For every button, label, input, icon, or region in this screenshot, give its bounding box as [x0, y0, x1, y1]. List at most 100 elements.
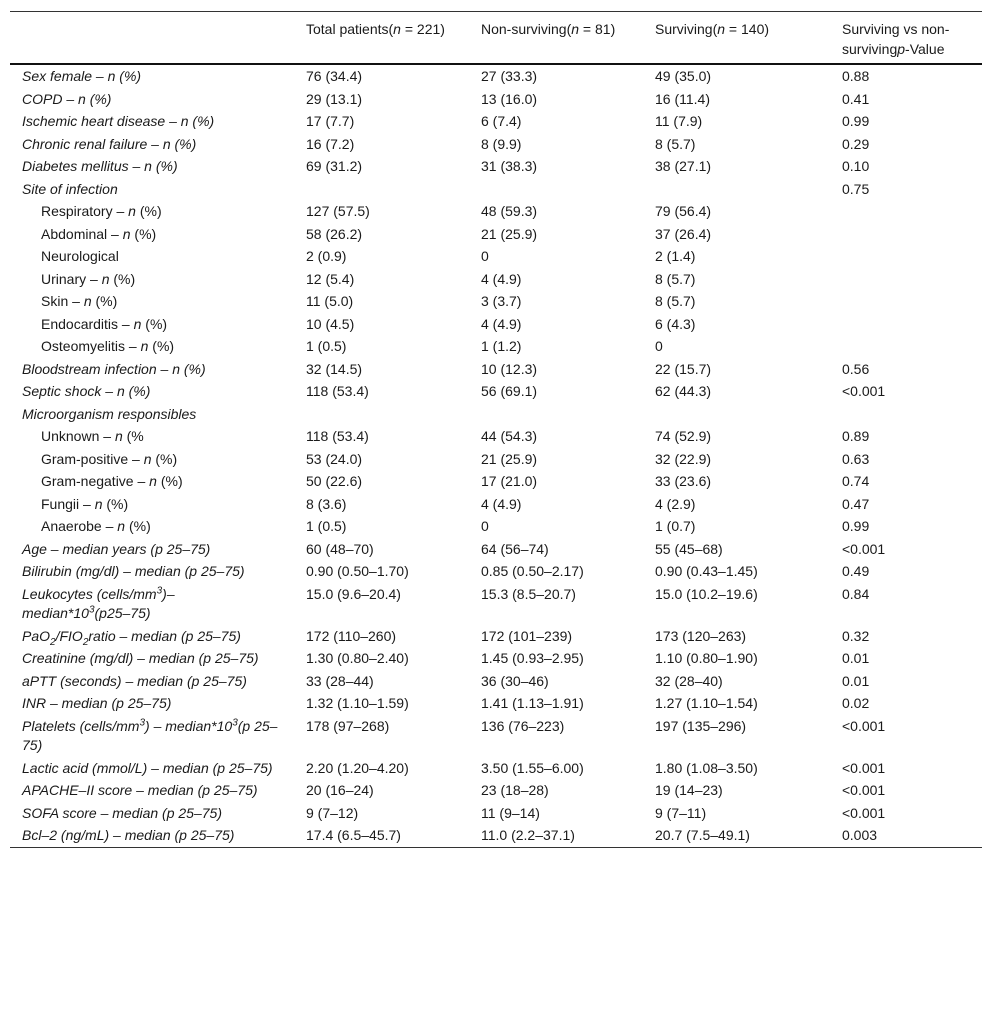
- row-label: SOFA score – median (p 25–75): [10, 802, 306, 825]
- row-label: Age – median years (p 25–75): [10, 538, 306, 561]
- text-segment: = 81): [579, 21, 616, 37]
- p-value-cell: <0.001: [842, 759, 886, 776]
- row-label: Lactic acid (mmol/L) – median (p 25–75): [10, 757, 306, 780]
- text-segment: n: [128, 203, 136, 219]
- text-segment: Osteomyelitis –: [41, 338, 141, 354]
- p-value-cell: <0.001: [842, 383, 886, 399]
- text-segment: Non-surviving(: [481, 21, 572, 37]
- row-label: Bilirubin (mg/dl) – median (p 25–75): [10, 560, 306, 583]
- text-segment: aPTT (seconds) – median (p 25–75): [22, 672, 247, 689]
- table-row: Creatinine (mg/dl) – median (p 25–75) 1.3…: [10, 647, 982, 670]
- value-cell: 4 (4.9): [481, 270, 522, 287]
- value-cell: 38 (27.1): [655, 158, 712, 174]
- text-segment: Leukocytes (cells/mm: [22, 585, 157, 602]
- row-label: Respiratory – n (%): [10, 200, 306, 223]
- row-label: Chronic renal failure – n (%): [10, 133, 306, 156]
- table-row: Gram-negative – n (%) 50 (22.6) 17 (21.0) 3…: [10, 470, 982, 493]
- row-label: Anaerobe – n (%): [10, 515, 306, 538]
- text-segment: 3: [156, 584, 163, 596]
- value-cell: 79 (56.4): [655, 203, 712, 219]
- text-segment: Unknown –: [41, 428, 115, 444]
- text-segment: (%): [109, 270, 136, 287]
- text-segment: n: [122, 225, 131, 242]
- p-value-cell: [842, 290, 982, 313]
- value-cell: [306, 403, 481, 426]
- value-cell: 136 (76–223): [481, 717, 565, 734]
- p-value-cell: 0.56: [842, 360, 870, 377]
- value-cell: 32 (22.9): [655, 450, 712, 467]
- value-cell: 17 (7.7): [306, 113, 355, 129]
- value-cell: 118 (53.4): [306, 428, 369, 444]
- row-label: PaO2/FIO2ratio – median (p 25–75): [10, 625, 306, 648]
- table-row: Leukocytes (cells/mm3)– median*103(p25–7…: [10, 583, 982, 625]
- value-cell: 172 (110–260): [306, 627, 397, 644]
- row-label: Microorganism responsibles: [10, 403, 306, 426]
- value-cell: 16 (11.4): [655, 90, 710, 107]
- p-value-cell: [842, 335, 982, 358]
- value-cell: 118 (53.4): [306, 383, 369, 399]
- p-value-cell: [842, 200, 982, 223]
- row-label: Urinary – n (%): [10, 268, 306, 291]
- row-label: Unknown – n (%: [10, 425, 306, 448]
- text-segment: Surviving(: [655, 21, 718, 37]
- table-row: aPTT (seconds) – median (p 25–75) 33 (28–…: [10, 670, 982, 693]
- value-cell: 178 (97–268): [306, 717, 390, 734]
- row-label: Creatinine (mg/dl) – median (p 25–75): [10, 647, 306, 670]
- value-cell: 17 (21.0): [481, 473, 538, 489]
- table-row: Septic shock – n (%) 118 (53.4) 56 (69.1) 6…: [10, 380, 982, 403]
- text-segment: (%): [141, 315, 168, 332]
- value-cell: 15.0 (9.6–20.4): [306, 585, 401, 602]
- text-segment: n: [83, 293, 92, 309]
- table-row: Age – median years (p 25–75) 60 (48–70) 64…: [10, 538, 982, 561]
- table-row: Neurological 2 (0.9) 0 2 (1.4): [10, 245, 982, 268]
- value-cell: 21 (25.9): [481, 450, 538, 467]
- value-cell: 58 (26.2): [306, 225, 363, 242]
- value-cell: 9 (7–11): [655, 804, 707, 821]
- value-cell: 1.30 (0.80–2.40): [306, 650, 409, 666]
- text-segment: (%): [156, 473, 183, 489]
- text-segment: n: [101, 270, 110, 287]
- p-value-cell: 0.99: [842, 518, 870, 534]
- text-segment: 2: [50, 636, 56, 648]
- value-cell: 1.10 (0.80–1.90): [655, 650, 758, 666]
- row-label: aPTT (seconds) – median (p 25–75): [10, 670, 306, 693]
- p-value-cell: 0.75: [842, 180, 870, 197]
- row-label: Neurological: [10, 245, 306, 268]
- value-cell: 2 (0.9): [306, 248, 347, 264]
- text-segment: Age – median years (p 25–75): [22, 540, 211, 557]
- patient-characteristics-table: Total patients(n = 221) Non-surviving(n =…: [10, 11, 982, 848]
- row-label: Osteomyelitis – n (%): [10, 335, 306, 358]
- row-label: Diabetes mellitus – n (%): [10, 155, 306, 178]
- text-segment: Surviving vs non-surviving: [842, 21, 950, 57]
- value-cell: 1 (0.7): [655, 518, 696, 534]
- row-label: Gram-positive – n (%): [10, 448, 306, 471]
- value-cell: [481, 403, 655, 426]
- table-row: Diabetes mellitus – n (%) 69 (31.2) 31 (38…: [10, 155, 982, 178]
- text-segment: COPD – n (%): [22, 90, 112, 107]
- text-segment: Neurological: [41, 248, 119, 264]
- text-segment: Gram-positive –: [41, 450, 144, 467]
- text-segment: n: [143, 450, 152, 467]
- value-cell: 55 (45–68): [655, 540, 723, 557]
- p-value-cell: 0.10: [842, 158, 870, 174]
- text-segment: -Value: [905, 41, 945, 57]
- text-segment: (%): [135, 203, 162, 219]
- value-cell: 8 (3.6): [306, 495, 347, 512]
- text-segment: (%: [122, 428, 144, 444]
- value-cell: 49 (35.0): [655, 68, 712, 84]
- table-row: Anaerobe – n (%) 1 (0.5) 0 1 (0.7) 0.99: [10, 515, 982, 538]
- table-row: Unknown – n (% 118 (53.4) 44 (54.3) 74 (52.…: [10, 425, 982, 448]
- text-segment: = 221): [400, 21, 445, 37]
- text-segment: Site of infection: [22, 180, 118, 197]
- row-label: INR – median (p 25–75): [10, 692, 306, 715]
- table-row: Osteomyelitis – n (%) 1 (0.5) 1 (1.2) 0: [10, 335, 982, 358]
- p-value-cell: 0.84: [842, 585, 870, 602]
- value-cell: 10 (4.5): [306, 315, 355, 332]
- value-cell: 12 (5.4): [306, 270, 355, 287]
- value-cell: 173 (120–263): [655, 627, 747, 644]
- value-cell: 17.4 (6.5–45.7): [306, 827, 401, 843]
- value-cell: 3.50 (1.55–6.00): [481, 759, 584, 776]
- value-cell: 11 (9–14): [481, 804, 540, 821]
- table-row: Site of infection 0.75: [10, 178, 982, 201]
- text-segment: p: [897, 41, 906, 57]
